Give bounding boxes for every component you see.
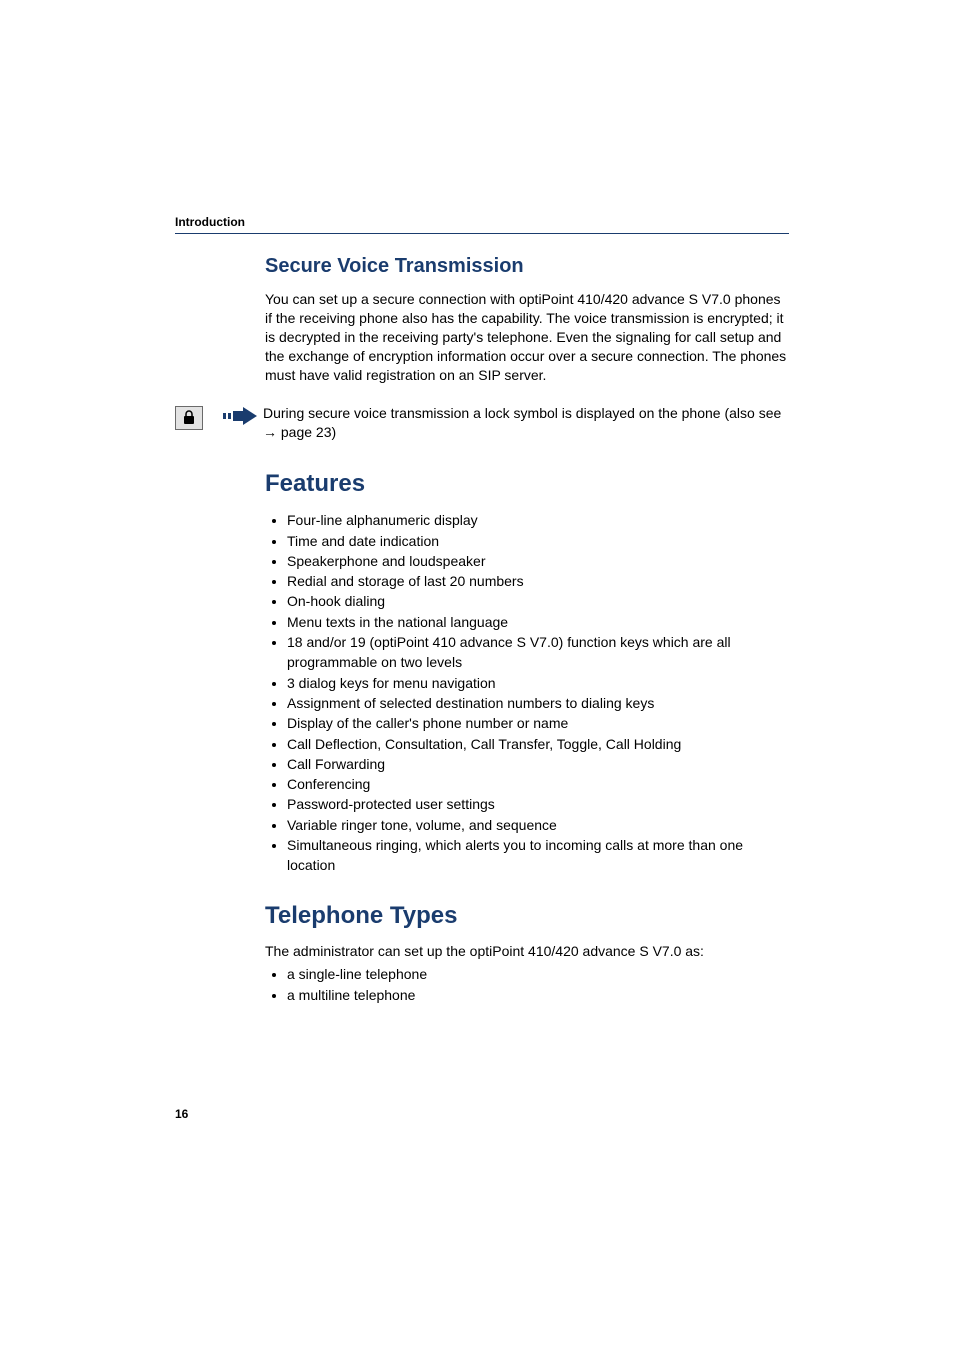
document-page: Introduction Secure Voice Transmission Y… <box>0 0 954 1291</box>
lock-icon <box>182 410 196 426</box>
note-arrow-icon <box>223 407 257 430</box>
body-secure-voice: You can set up a secure connection with … <box>265 290 789 384</box>
list-item: Call Deflection, Consultation, Call Tran… <box>287 734 789 754</box>
heading-secure-voice: Secure Voice Transmission <box>265 255 789 278</box>
note-block: During secure voice transmission a lock … <box>175 404 789 442</box>
list-item: On-hook dialing <box>287 591 789 611</box>
section-telephone-types: Telephone Types The administrator can se… <box>265 902 789 1005</box>
list-item: Speakerphone and loudspeaker <box>287 551 789 571</box>
list-item: Four-line alphanumeric display <box>287 510 789 530</box>
list-item: Menu texts in the national language <box>287 612 789 632</box>
list-item: Conferencing <box>287 774 789 794</box>
section-features: Features Four-line alphanumeric display … <box>265 470 789 875</box>
list-item: Simultaneous ringing, which alerts you t… <box>287 835 789 876</box>
list-item: a multiline telephone <box>287 985 789 1005</box>
list-item: Display of the caller's phone number or … <box>287 713 789 733</box>
section-secure-voice: Secure Voice Transmission You can set up… <box>265 255 789 442</box>
page-number: 16 <box>175 1107 188 1121</box>
lock-icon-box <box>175 406 203 430</box>
body-telephone-types: The administrator can set up the optiPoi… <box>265 942 789 961</box>
list-item: Assignment of selected destination numbe… <box>287 693 789 713</box>
main-content: Secure Voice Transmission You can set up… <box>265 255 789 1005</box>
heading-telephone-types: Telephone Types <box>265 902 789 930</box>
list-item: Password-protected user settings <box>287 794 789 814</box>
list-item: Redial and storage of last 20 numbers <box>287 571 789 591</box>
list-item: Time and date indication <box>287 531 789 551</box>
heading-features: Features <box>265 470 789 498</box>
types-list: a single-line telephone a multiline tele… <box>265 964 789 1005</box>
running-head: Introduction <box>175 215 789 234</box>
list-item: a single-line telephone <box>287 964 789 984</box>
list-item: 3 dialog keys for menu navigation <box>287 673 789 693</box>
note-text: During secure voice transmission a lock … <box>263 404 789 442</box>
list-item: Variable ringer tone, volume, and sequen… <box>287 815 789 835</box>
list-item: Call Forwarding <box>287 754 789 774</box>
list-item: 18 and/or 19 (optiPoint 410 advance S V7… <box>287 632 789 673</box>
features-list: Four-line alphanumeric display Time and … <box>265 510 789 875</box>
